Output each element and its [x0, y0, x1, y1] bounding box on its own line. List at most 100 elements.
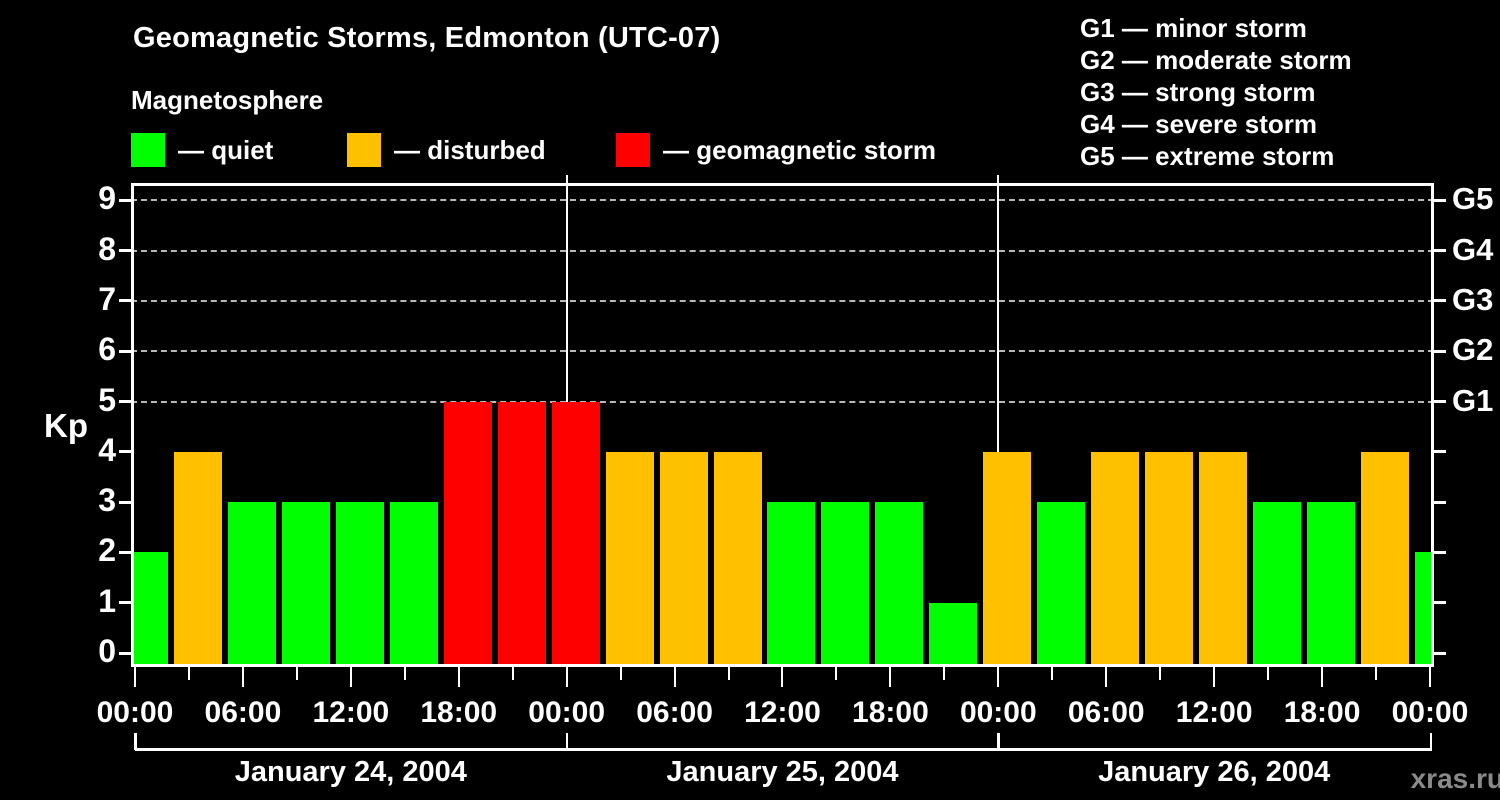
y-axis-tick	[119, 349, 131, 353]
kp-bar	[227, 502, 276, 667]
right-axis-tick	[1434, 500, 1446, 504]
right-axis-tick	[1434, 349, 1446, 353]
right-axis-tick	[1434, 198, 1446, 202]
y-axis-label: 2	[98, 532, 116, 569]
x-axis-time-label: 12:00	[1175, 696, 1253, 729]
x-axis-tick	[1267, 667, 1270, 680]
x-axis-tick	[1105, 667, 1108, 687]
legend-item-label: — geomagnetic storm	[663, 134, 937, 165]
y-axis-tick	[119, 500, 131, 504]
x-axis-time-label: 06:00	[204, 696, 282, 729]
right-axis-tick	[1434, 550, 1446, 554]
legend-item-quiet: — quiet	[131, 133, 273, 167]
kp-bar	[335, 502, 384, 667]
kp-bar	[713, 451, 762, 667]
kp-bar	[281, 502, 330, 667]
storm-scale-legend: G1 — minor storm G2 — moderate storm G3 …	[1080, 12, 1352, 172]
g-level-label: G3	[1452, 281, 1494, 317]
x-axis-tick	[619, 667, 622, 680]
storm-scale-legend-row: G1 — minor storm	[1080, 13, 1307, 43]
kp-bar	[875, 502, 924, 667]
x-axis-time-label: 00:00	[528, 696, 606, 729]
kp-bar	[443, 401, 492, 667]
storm-scale-legend-row: G3 — strong storm	[1080, 77, 1316, 107]
x-axis-time-label: 18:00	[1283, 696, 1361, 729]
kp-bar	[1145, 451, 1194, 667]
kp-bar	[767, 502, 816, 667]
y-axis-tick	[119, 601, 131, 605]
g-level-gridline	[131, 249, 1434, 252]
y-axis-label: 0	[98, 633, 116, 669]
g-level-label: G2	[1452, 332, 1494, 368]
plot-area	[131, 183, 1434, 667]
kp-bar	[1307, 502, 1356, 667]
y-axis-label: 6	[98, 331, 116, 368]
x-axis-tick	[187, 667, 190, 680]
kp-bar	[821, 502, 870, 667]
right-axis-tick	[1434, 299, 1446, 303]
kp-bar	[1091, 451, 1140, 667]
kp-bar	[605, 451, 654, 667]
g-level-gridline	[131, 299, 1434, 302]
storm-scale-legend-row: G5 — extreme storm	[1080, 141, 1335, 171]
y-axis-tick	[119, 550, 131, 554]
y-axis-title: Kp	[44, 407, 88, 444]
x-axis-time-label: 00:00	[959, 696, 1037, 729]
legend-item-disturbed: — disturbed	[347, 133, 546, 167]
x-axis-tick	[997, 667, 1000, 687]
y-axis-tick	[119, 299, 131, 303]
kp-bar	[1037, 502, 1086, 667]
date-label: January 24, 2004	[234, 756, 467, 788]
x-axis-tick	[511, 667, 514, 680]
x-axis-time-label: 12:00	[312, 696, 390, 729]
legend-item-label: — quiet	[178, 134, 274, 165]
watermark-link[interactable]: xras.ru	[1410, 763, 1500, 794]
y-axis-label: 3	[98, 482, 116, 519]
x-axis-tick	[134, 667, 136, 687]
date-bracket	[135, 748, 1432, 751]
kp-bar	[551, 401, 600, 667]
x-axis-tick	[1159, 667, 1162, 680]
g-level-label: G1	[1452, 382, 1494, 418]
date-bracket-tick	[997, 733, 1000, 750]
x-axis-time-label: 06:00	[1067, 696, 1145, 729]
page-title: Geomagnetic Storms, Edmonton (UTC-07)	[133, 22, 721, 54]
storm-scale-legend-row: G2 — moderate storm	[1080, 45, 1352, 75]
g-level-gridline	[131, 400, 1434, 403]
magnetosphere-legend-title: Magnetosphere	[131, 85, 324, 115]
g-level-label: G4	[1452, 231, 1494, 267]
right-axis-tick	[1434, 601, 1446, 605]
x-axis-tick	[727, 667, 730, 680]
x-axis-time-label: 06:00	[636, 696, 713, 729]
kp-bar	[131, 552, 168, 667]
kp-bar	[929, 602, 978, 667]
y-axis-tick	[119, 400, 131, 403]
right-axis-tick	[1434, 651, 1446, 655]
y-axis-tick	[119, 651, 131, 655]
x-axis-tick	[889, 667, 892, 687]
x-axis-tick	[835, 667, 838, 680]
x-axis-tick	[781, 667, 784, 687]
y-axis-tick	[119, 249, 131, 253]
y-axis-label: 9	[98, 180, 116, 217]
right-axis-tick	[1434, 249, 1446, 253]
kp-bar	[389, 502, 438, 667]
kp-bar	[1361, 451, 1410, 667]
day-separator-line	[997, 183, 1000, 667]
kp-bar	[1253, 502, 1302, 667]
storm-color-swatch	[616, 133, 650, 167]
date-bracket-tick	[565, 733, 569, 750]
quiet-color-swatch	[131, 133, 165, 167]
g-level-gridline	[131, 199, 1434, 202]
x-axis-tick	[241, 667, 244, 687]
x-axis-tick	[673, 667, 676, 687]
g-level-label: G5	[1452, 181, 1494, 217]
x-axis-tick	[403, 667, 406, 680]
x-axis-tick	[1428, 667, 1431, 687]
x-axis-tick	[943, 667, 946, 680]
y-axis-label: 8	[98, 230, 116, 267]
date-label: January 26, 2004	[1098, 756, 1331, 788]
x-axis-time-label: 00:00	[1391, 696, 1469, 729]
x-axis-time-label: 18:00	[420, 696, 498, 729]
